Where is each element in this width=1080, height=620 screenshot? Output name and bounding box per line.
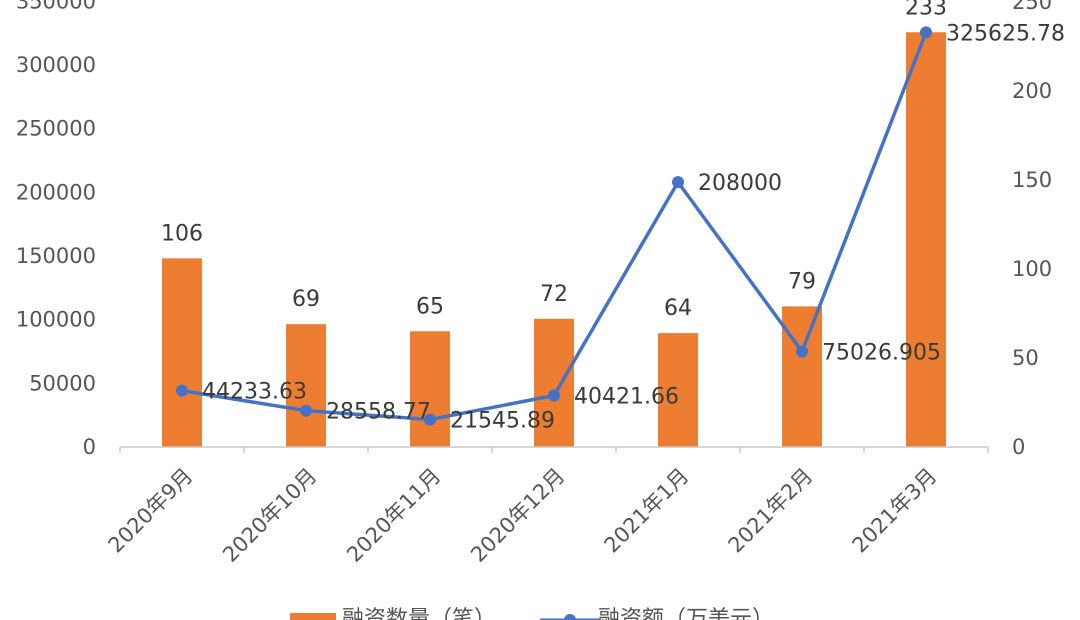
bar-data-label: 79	[788, 269, 816, 294]
legend: 融资数量（笔） 融资额（万美元）	[290, 607, 774, 620]
x-tick-label: 2020年9月	[104, 464, 198, 558]
y-tick-label-right: 150	[1012, 168, 1052, 192]
bar-data-label: 69	[292, 287, 320, 312]
bar	[658, 333, 698, 447]
line-data-label: 21545.89	[450, 409, 555, 434]
y-tick-label-left: 50000	[29, 371, 96, 395]
y-tick-label-left: 250000	[16, 117, 96, 141]
line-point	[672, 176, 684, 189]
bar-series	[162, 32, 946, 447]
y-tick-label-right: 250	[1012, 0, 1052, 14]
line-data-label: 75026.905	[822, 340, 941, 365]
bar-data-label: 106	[161, 221, 203, 246]
y-tick-label-right: 50	[1012, 346, 1039, 370]
x-tick-label: 2021年2月	[724, 464, 818, 558]
x-tick-label: 2020年12月	[466, 464, 569, 567]
x-tick-label: 2021年1月	[600, 464, 694, 558]
bar	[162, 258, 202, 447]
bar	[410, 331, 450, 447]
bar	[782, 306, 822, 447]
line-point	[548, 389, 560, 402]
line-point	[920, 26, 932, 39]
line-data-label: 325625.78	[946, 21, 1065, 46]
line-data-label: 208000	[698, 171, 782, 196]
y-axis-left: 0 50000 100000 150000 200000 250000 300000 3500…	[16, 0, 96, 459]
legend-label-bar: 融资数量（笔）	[342, 607, 496, 620]
y-tick-label-right: 200	[1012, 79, 1052, 103]
bar-data-label: 64	[664, 296, 692, 321]
line-data-label: 44233.63	[202, 380, 307, 405]
y-tick-label-left: 200000	[16, 180, 96, 204]
legend-label-line: 融资额（万美元）	[598, 607, 774, 620]
bar-data-label: 65	[416, 294, 444, 319]
line-data-label: 28558.77	[326, 400, 431, 425]
x-tick-label: 2021年3月	[848, 464, 942, 558]
y-tick-label-right: 0	[1012, 435, 1025, 459]
bar-data-label: 233	[905, 0, 947, 20]
y-axis-right: 0 50 100 150 200 250	[1012, 0, 1052, 459]
data-labels: 106 69 65 72 64 79 233 44233.63 28558.77 21545.89…	[161, 0, 1065, 434]
x-tick-label: 2020年11月	[342, 464, 445, 567]
x-tick-label: 2020年10月	[218, 464, 321, 567]
y-tick-label-left: 350000	[16, 0, 96, 13]
y-tick-label-left: 300000	[16, 53, 96, 77]
bar	[534, 318, 574, 447]
y-tick-label-left: 0	[83, 435, 96, 459]
bar-data-label: 72	[540, 282, 568, 307]
line-point	[300, 404, 312, 417]
x-tick-labels: 2020年9月 2020年10月 2020年11月 2020年12月 2021年1月 20…	[104, 464, 942, 567]
bar	[906, 32, 946, 447]
legend-swatch-bar	[290, 613, 336, 620]
line-point	[796, 345, 808, 358]
y-tick-label-left: 150000	[16, 244, 96, 268]
line-point	[424, 413, 436, 426]
x-axis	[119, 446, 989, 453]
line-series	[176, 26, 932, 426]
line-point	[176, 384, 188, 397]
line-data-label: 40421.66	[574, 385, 679, 410]
bar	[286, 324, 326, 447]
legend-marker-line	[564, 614, 576, 620]
y-tick-label-left: 100000	[16, 308, 96, 332]
y-tick-label-right: 100	[1012, 257, 1052, 281]
